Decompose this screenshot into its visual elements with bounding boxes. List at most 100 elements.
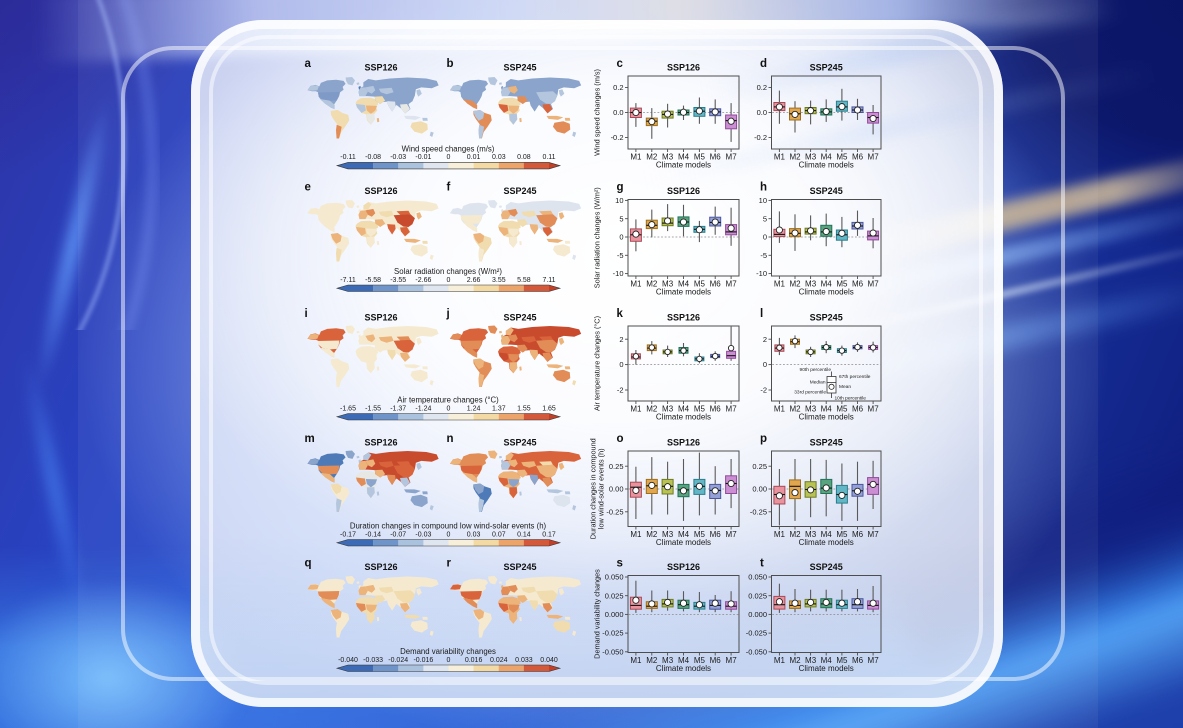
svg-text:Wind speed changes (m/s): Wind speed changes (m/s) bbox=[402, 144, 495, 153]
svg-text:0.033: 0.033 bbox=[515, 657, 533, 664]
svg-text:M7: M7 bbox=[726, 153, 738, 162]
svg-text:a: a bbox=[305, 58, 312, 70]
svg-text:1.24: 1.24 bbox=[467, 405, 481, 412]
svg-text:M2: M2 bbox=[789, 153, 801, 162]
svg-text:M2: M2 bbox=[646, 405, 658, 414]
svg-text:-0.025: -0.025 bbox=[602, 629, 623, 638]
svg-text:-0.040: -0.040 bbox=[338, 657, 358, 664]
svg-text:SSP126: SSP126 bbox=[364, 313, 397, 323]
svg-text:0.00: 0.00 bbox=[609, 485, 624, 494]
svg-text:M3: M3 bbox=[662, 280, 674, 289]
svg-text:n: n bbox=[447, 433, 454, 445]
svg-text:-0.01: -0.01 bbox=[415, 154, 431, 161]
svg-text:SSP126: SSP126 bbox=[364, 63, 397, 73]
svg-text:-0.050: -0.050 bbox=[746, 647, 767, 656]
svg-text:M7: M7 bbox=[868, 280, 880, 289]
svg-text:0.25: 0.25 bbox=[752, 462, 767, 471]
svg-text:SSP245: SSP245 bbox=[810, 63, 843, 73]
svg-text:M7: M7 bbox=[726, 280, 738, 289]
svg-text:M6: M6 bbox=[852, 656, 864, 665]
svg-text:0: 0 bbox=[447, 531, 451, 538]
svg-text:M7: M7 bbox=[726, 405, 738, 414]
svg-text:Climate models: Climate models bbox=[799, 413, 854, 422]
svg-text:M2: M2 bbox=[789, 530, 801, 539]
svg-text:M5: M5 bbox=[694, 153, 706, 162]
svg-text:M3: M3 bbox=[805, 656, 817, 665]
svg-text:10th percentile: 10th percentile bbox=[835, 395, 867, 401]
svg-text:2.66: 2.66 bbox=[467, 277, 481, 284]
svg-text:M4: M4 bbox=[678, 530, 690, 539]
svg-text:M3: M3 bbox=[805, 153, 817, 162]
svg-text:-0.033: -0.033 bbox=[363, 657, 383, 664]
svg-text:M5: M5 bbox=[836, 280, 848, 289]
svg-text:-3.55: -3.55 bbox=[390, 277, 406, 284]
svg-text:0.024: 0.024 bbox=[490, 657, 508, 664]
svg-text:0: 0 bbox=[619, 233, 623, 242]
svg-text:M6: M6 bbox=[852, 405, 864, 414]
svg-text:M4: M4 bbox=[678, 405, 690, 414]
svg-text:SSP245: SSP245 bbox=[810, 313, 843, 323]
svg-text:M7: M7 bbox=[868, 530, 880, 539]
svg-text:M4: M4 bbox=[821, 530, 833, 539]
svg-text:M4: M4 bbox=[821, 656, 833, 665]
svg-text:0.25: 0.25 bbox=[609, 462, 624, 471]
svg-text:1.37: 1.37 bbox=[492, 405, 506, 412]
svg-text:M5: M5 bbox=[694, 656, 706, 665]
svg-text:M1: M1 bbox=[630, 153, 642, 162]
svg-text:-2: -2 bbox=[617, 386, 624, 395]
svg-text:90th percentile: 90th percentile bbox=[800, 367, 832, 373]
svg-text:d: d bbox=[760, 58, 767, 70]
svg-text:M4: M4 bbox=[821, 280, 833, 289]
svg-text:Climate models: Climate models bbox=[656, 161, 711, 170]
svg-text:Demand variability changes: Demand variability changes bbox=[593, 569, 602, 659]
svg-text:Air temperature changes (°C): Air temperature changes (°C) bbox=[397, 396, 499, 405]
svg-text:0.050: 0.050 bbox=[748, 573, 767, 582]
svg-text:c: c bbox=[617, 58, 624, 70]
svg-text:M1: M1 bbox=[774, 530, 786, 539]
svg-text:-0.024: -0.024 bbox=[388, 657, 408, 664]
svg-text:-5: -5 bbox=[760, 251, 767, 260]
svg-text:k: k bbox=[617, 308, 624, 320]
svg-text:M5: M5 bbox=[836, 656, 848, 665]
svg-text:M6: M6 bbox=[710, 656, 722, 665]
svg-text:-0.2: -0.2 bbox=[754, 133, 767, 142]
svg-text:1.65: 1.65 bbox=[542, 405, 556, 412]
svg-text:Demand variability changes: Demand variability changes bbox=[400, 647, 496, 656]
svg-text:0.050: 0.050 bbox=[605, 573, 624, 582]
svg-text:SSP245: SSP245 bbox=[503, 186, 536, 196]
svg-text:M5: M5 bbox=[836, 153, 848, 162]
svg-text:SSP126: SSP126 bbox=[364, 562, 397, 572]
svg-text:Wind speed changes (m/s): Wind speed changes (m/s) bbox=[593, 69, 602, 156]
svg-text:SSP245: SSP245 bbox=[503, 438, 536, 448]
svg-text:0.0: 0.0 bbox=[613, 108, 623, 117]
svg-text:b: b bbox=[447, 58, 454, 70]
svg-text:-2: -2 bbox=[760, 386, 767, 395]
svg-text:-7.11: -7.11 bbox=[340, 277, 356, 284]
svg-text:e: e bbox=[305, 182, 311, 194]
svg-text:0: 0 bbox=[619, 360, 623, 369]
svg-text:Solar radiation changes (W/m²): Solar radiation changes (W/m²) bbox=[394, 267, 502, 276]
svg-text:-5.58: -5.58 bbox=[365, 277, 381, 284]
svg-text:M3: M3 bbox=[662, 656, 674, 665]
svg-text:-0.025: -0.025 bbox=[746, 629, 767, 638]
svg-text:2: 2 bbox=[619, 335, 623, 344]
svg-text:-0.2: -0.2 bbox=[611, 133, 624, 142]
svg-text:5.58: 5.58 bbox=[517, 277, 531, 284]
svg-text:0.040: 0.040 bbox=[540, 657, 558, 664]
svg-text:M2: M2 bbox=[646, 280, 658, 289]
svg-text:2: 2 bbox=[763, 335, 767, 344]
svg-text:t: t bbox=[760, 558, 764, 570]
svg-text:0: 0 bbox=[763, 360, 767, 369]
svg-text:M6: M6 bbox=[710, 530, 722, 539]
svg-text:r: r bbox=[447, 558, 452, 570]
svg-text:-0.14: -0.14 bbox=[365, 531, 381, 538]
svg-text:SSP245: SSP245 bbox=[810, 562, 843, 572]
svg-text:-2.66: -2.66 bbox=[415, 277, 431, 284]
svg-text:M6: M6 bbox=[852, 153, 864, 162]
svg-text:SSP126: SSP126 bbox=[364, 438, 397, 448]
svg-text:M1: M1 bbox=[630, 405, 642, 414]
svg-text:M2: M2 bbox=[646, 656, 658, 665]
svg-text:0.00: 0.00 bbox=[752, 485, 767, 494]
svg-text:0.17: 0.17 bbox=[542, 531, 556, 538]
svg-text:0.03: 0.03 bbox=[467, 531, 481, 538]
